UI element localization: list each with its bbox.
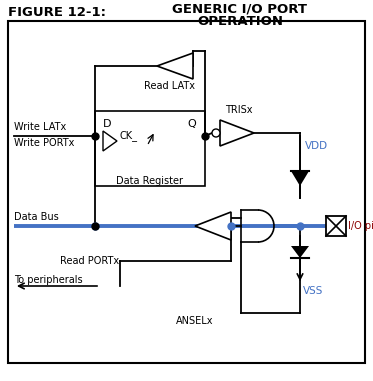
Text: VDD: VDD xyxy=(305,141,328,151)
Text: I/O pin: I/O pin xyxy=(348,221,373,231)
Polygon shape xyxy=(291,246,309,258)
Text: Read PORTx: Read PORTx xyxy=(60,256,119,266)
Text: To peripherals: To peripherals xyxy=(14,275,83,285)
Polygon shape xyxy=(195,212,231,240)
Bar xyxy=(95,111,205,186)
Polygon shape xyxy=(220,120,254,146)
Circle shape xyxy=(212,129,220,137)
Text: OPERATION: OPERATION xyxy=(197,15,283,28)
Text: GENERIC I/O PORT: GENERIC I/O PORT xyxy=(172,2,307,15)
Text: D: D xyxy=(103,119,112,129)
Text: ANSELx: ANSELx xyxy=(176,316,214,326)
Polygon shape xyxy=(291,171,309,186)
Text: Q: Q xyxy=(187,119,196,129)
Bar xyxy=(8,21,365,363)
Text: CK_: CK_ xyxy=(120,131,138,141)
Text: VSS: VSS xyxy=(303,286,323,296)
Polygon shape xyxy=(103,131,117,151)
Text: Data Bus: Data Bus xyxy=(14,212,59,222)
Text: Read LATx: Read LATx xyxy=(144,81,195,91)
Bar xyxy=(326,216,346,236)
Text: Write PORTx: Write PORTx xyxy=(14,138,74,148)
Text: Write LATx: Write LATx xyxy=(14,122,66,132)
Text: TRISx: TRISx xyxy=(225,105,253,115)
Polygon shape xyxy=(157,53,193,79)
Text: FIGURE 12-1:: FIGURE 12-1: xyxy=(8,6,106,19)
Text: Data Register: Data Register xyxy=(116,176,184,186)
